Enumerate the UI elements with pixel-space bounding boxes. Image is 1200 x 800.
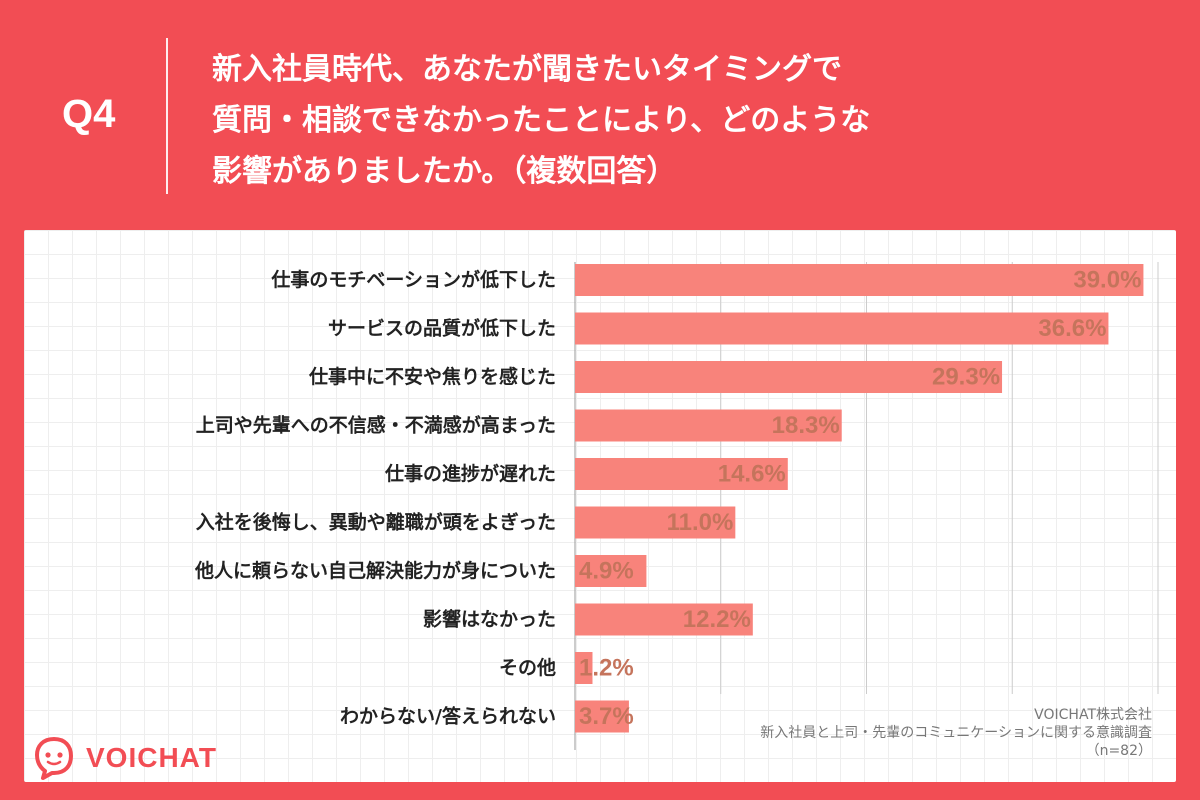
category-label: その他 xyxy=(499,656,556,679)
bar xyxy=(575,506,736,539)
source-survey: 新入社員と上司・先輩のコミュニケーションに関する意識調査 xyxy=(760,725,1152,741)
category-label: 入社を後悔し、異動や離職が頭をよぎった xyxy=(196,511,556,534)
bar xyxy=(575,264,1144,296)
value-label: 14.6% xyxy=(718,461,786,488)
value-label: 3.7% xyxy=(579,703,634,730)
category-label: 上司や先輩への不信感・不満感が高まった xyxy=(196,414,556,437)
value-label: 18.3% xyxy=(772,412,840,439)
bar xyxy=(575,603,753,636)
header-divider xyxy=(166,38,168,194)
value-label: 12.2% xyxy=(683,606,751,633)
value-label: 29.3% xyxy=(932,364,1000,391)
bar xyxy=(575,312,1109,345)
category-label: 仕事のモチベーションが低下した xyxy=(270,268,556,291)
source-note: VOICHAT株式会社 新入社員と上司・先輩のコミュニケーションに関する意識調査… xyxy=(760,706,1152,760)
category-label: 他人に頼らない自己解決能力が身についた xyxy=(194,559,556,582)
category-label: 影響はなかった xyxy=(423,608,556,631)
bar xyxy=(575,555,647,587)
category-label: わからない/答えられない xyxy=(340,705,556,728)
question-title-line-2: 質問・相談できなかったことにより、どのような xyxy=(212,103,871,138)
source-company: VOICHAT株式会社 xyxy=(1034,707,1152,723)
bar xyxy=(575,409,842,442)
value-label: 4.9% xyxy=(579,558,634,585)
value-label: 36.6% xyxy=(1038,315,1106,342)
bar xyxy=(575,458,788,490)
value-label: 11.0% xyxy=(667,509,734,536)
value-label: 1.2% xyxy=(579,655,634,682)
category-label: 仕事の進捗が遅れた xyxy=(384,462,556,485)
category-label: サービスの品質が低下した xyxy=(328,317,556,340)
bar xyxy=(575,700,629,733)
voichat-logo-text: VOICHAT xyxy=(86,742,217,773)
source-sample: （n=82） xyxy=(1085,743,1152,759)
bar xyxy=(575,361,1003,393)
bar xyxy=(575,652,593,684)
category-label: 仕事中に不安や焦りを感じた xyxy=(308,365,556,388)
question-title-line-3: 影響がありましたか。（複数回答） xyxy=(212,154,677,189)
question-number: Q4 xyxy=(62,92,116,136)
voichat-logo: VOICHAT xyxy=(34,736,217,780)
question-title: 新入社員時代、あなたが聞きたいタイミングで 質問・相談できなかったことにより、ど… xyxy=(212,44,1172,197)
value-label: 39.0% xyxy=(1073,267,1141,294)
voichat-speech-bubble-icon xyxy=(35,737,73,780)
question-title-line-1: 新入社員時代、あなたが聞きたいタイミングで xyxy=(212,52,842,87)
